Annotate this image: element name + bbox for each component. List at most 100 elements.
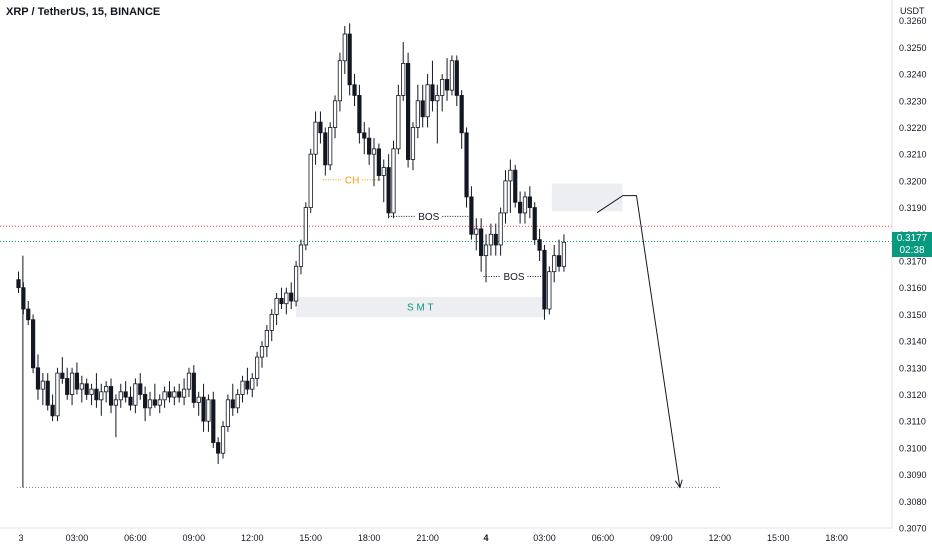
candle: [250, 373, 255, 398]
candle: [31, 314, 36, 374]
candle-body: [45, 380, 50, 406]
time-tick-label: 09:00: [183, 533, 206, 543]
candle-body: [104, 386, 109, 393]
candle-body: [376, 148, 381, 176]
candle-body: [386, 167, 391, 214]
candle-body: [211, 399, 216, 443]
candle: [274, 293, 279, 326]
candle-body: [26, 308, 31, 321]
price-tick-label: 0.3220: [899, 123, 927, 133]
candle: [177, 383, 182, 403]
price-tick-label: 0.3250: [899, 43, 927, 53]
candle-body: [143, 394, 148, 409]
price-tick-label: 0.3260: [899, 16, 927, 26]
time-tick-label: 21:00: [416, 533, 439, 543]
candle-body: [55, 372, 60, 417]
candle: [352, 74, 357, 107]
candle: [391, 140, 396, 219]
candle: [60, 357, 65, 384]
candle-body: [430, 84, 435, 102]
candle-body: [274, 297, 279, 315]
candle-body: [206, 399, 211, 422]
time-tick-label: 03:00: [66, 533, 89, 543]
candle: [318, 111, 323, 144]
candle-body: [138, 383, 143, 395]
candle-body: [332, 100, 338, 128]
candle: [104, 381, 109, 403]
candle: [313, 111, 318, 165]
candle: [138, 373, 143, 400]
candle-body: [328, 127, 333, 166]
candle: [430, 60, 435, 112]
candle-body: [89, 388, 94, 395]
candle: [186, 367, 192, 398]
candle: [435, 84, 440, 144]
candle-body: [69, 372, 75, 395]
candle: [230, 383, 235, 416]
candle: [79, 375, 84, 403]
candle: [547, 266, 552, 315]
bar-countdown: 02:38: [899, 245, 925, 256]
candle: [371, 138, 377, 187]
candle-body: [347, 33, 352, 86]
candle: [162, 386, 167, 408]
candle: [440, 74, 445, 112]
candle: [65, 367, 70, 400]
candle-body: [479, 228, 484, 257]
candle: [35, 354, 41, 400]
candle-body: [391, 148, 396, 214]
candle: [279, 287, 284, 310]
candle-body: [99, 391, 104, 401]
candle: [216, 437, 221, 464]
price-tick-label: 0.3140: [899, 337, 927, 347]
candle-body: [508, 169, 513, 182]
time-tick-label: 4: [484, 533, 489, 543]
candle: [201, 383, 206, 432]
candle-body: [225, 399, 231, 427]
candle-body: [435, 95, 440, 102]
candle-body: [547, 271, 552, 310]
time-tick-label: 03:00: [533, 533, 556, 543]
time-tick-label: 06:00: [592, 533, 615, 543]
last-price-badge: 0.3177 02:38: [892, 232, 932, 257]
candle: [69, 367, 75, 406]
candle: [225, 394, 231, 432]
zone-box-1: [296, 297, 545, 318]
candle-body: [245, 380, 250, 390]
candle: [474, 218, 479, 251]
candle: [259, 341, 265, 368]
candle: [454, 55, 459, 107]
candle: [527, 186, 532, 219]
candle-body: [230, 399, 235, 409]
candle-body: [172, 391, 177, 398]
price-tick-label: 0.3240: [899, 70, 927, 80]
structure-label: BOS: [503, 272, 524, 283]
candle: [342, 26, 347, 75]
time-tick-label: 06:00: [124, 533, 147, 543]
price-tick-label: 0.3110: [899, 417, 926, 427]
candle: [147, 391, 153, 416]
candle-body: [474, 228, 479, 235]
candle: [21, 282, 26, 315]
time-tick-label: 15:00: [299, 533, 322, 543]
candle-body: [488, 233, 493, 246]
candle: [381, 159, 386, 203]
price-tick-label: 0.3190: [899, 203, 927, 213]
candle-body: [196, 396, 201, 403]
candle: [459, 90, 464, 149]
last-price-value: 0.3177: [896, 233, 928, 244]
price-axis[interactable]: 0.3260 0.3250 0.3240 0.3230 0.3220 0.3210 0.32…: [899, 16, 927, 533]
candle-body: [318, 121, 323, 134]
time-axis[interactable]: 3 03:00 06:00 09:00 12:00 15:00 18:00 21:00 4 03:…: [19, 533, 848, 543]
candle-body: [308, 153, 313, 208]
candle: [289, 282, 294, 310]
candle-body: [323, 132, 328, 166]
candle: [552, 244, 557, 283]
price-tick-label: 0.3210: [899, 150, 927, 160]
candle-body: [367, 137, 372, 155]
candle-body: [513, 169, 518, 203]
candle-body: [177, 391, 182, 398]
candle-body: [269, 313, 274, 331]
